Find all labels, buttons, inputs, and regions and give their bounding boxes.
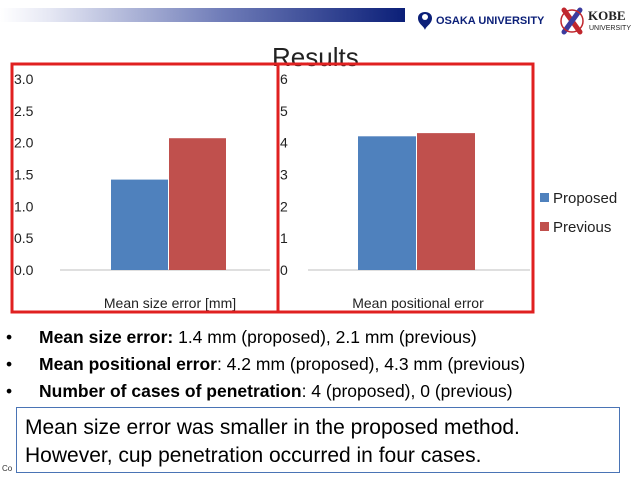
chart-0-ytick-label: 1.0 [14,198,34,214]
chart-0-bar-previous [169,138,226,270]
kobe-logo-text: KOBE [588,8,626,23]
chart-1-category-label: Mean positional error [352,295,484,311]
copyright-text: Co [2,464,13,473]
chart-1-bar-previous [417,133,475,270]
bullet-size-error-text: 1.4 mm (proposed), 2.1 mm (previous) [173,327,477,347]
kobe-emblem-icon [560,7,584,35]
kobe-logo-subtext: UNIVERSITY [589,25,631,32]
osaka-emblem-icon [418,12,432,30]
chart-1-highlight-frame [276,62,535,314]
bullet-size-error-label: Mean size error: [39,327,174,347]
chart-0-ytick-label: 3.0 [14,71,34,87]
chart-0-category-label: Mean size error [mm] [104,295,236,311]
chart-0-ytick-label: 0.0 [14,262,34,278]
chart-1-ytick-label: 1 [280,230,288,246]
chart-1-ytick-label: 0 [280,262,288,278]
legend-swatch-proposed [540,193,549,202]
chart-0-ytick-label: 2.0 [14,135,34,151]
bullet-positional-error: • Mean positional error: 4.2 mm (proposed… [6,354,526,374]
callout-line-1: Mean size error was smaller in the propo… [25,416,520,439]
kobe-university-logo: KOBE UNIVERSITY [560,7,631,35]
chart-1-bar-proposed [358,136,416,270]
osaka-logo-text: OSAKA UNIVERSITY [436,15,545,27]
chart-1-ytick-label: 6 [280,71,288,87]
header-gradient-bar [0,8,405,22]
chart-0-ytick-label: 0.5 [14,230,34,246]
callout-line-2: However, cup penetration occurred in fou… [25,444,482,467]
bullet-list: • Mean size error: 1.4 mm (proposed), 2.1… [6,324,638,405]
chart-1-ytick-label: 2 [280,198,288,214]
osaka-university-logo: OSAKA UNIVERSITY [418,12,545,30]
bullet-penetration-label: Number of cases of penetration [39,381,302,401]
chart-1-ytick-label: 5 [280,103,288,119]
bullet-size-error: • Mean size error: 1.4 mm (proposed), 2.1… [6,327,477,347]
conclusion-callout: Mean size error was smaller in the propo… [16,407,620,473]
bullet-penetration: • Number of cases of penetration: 4 (prop… [6,381,513,401]
legend-label-proposed: Proposed [553,190,617,207]
chart-0-bar-proposed [111,179,168,270]
chart-1-ytick-label: 3 [280,167,288,183]
chart-0-ytick-label: 1.5 [14,167,34,183]
bullet-positional-error-label: Mean positional error [39,354,217,374]
legend-label-previous: Previous [553,219,611,236]
slide-title: Results [272,42,359,72]
legend-swatch-previous [540,222,549,231]
bullet-penetration-text: : 4 (proposed), 0 (previous) [301,381,513,401]
bullet-positional-error-text: : 4.2 mm (proposed), 4.3 mm (previous) [216,354,526,374]
chart-0-ytick-label: 2.5 [14,103,34,119]
chart-1-ytick-label: 4 [280,135,288,151]
